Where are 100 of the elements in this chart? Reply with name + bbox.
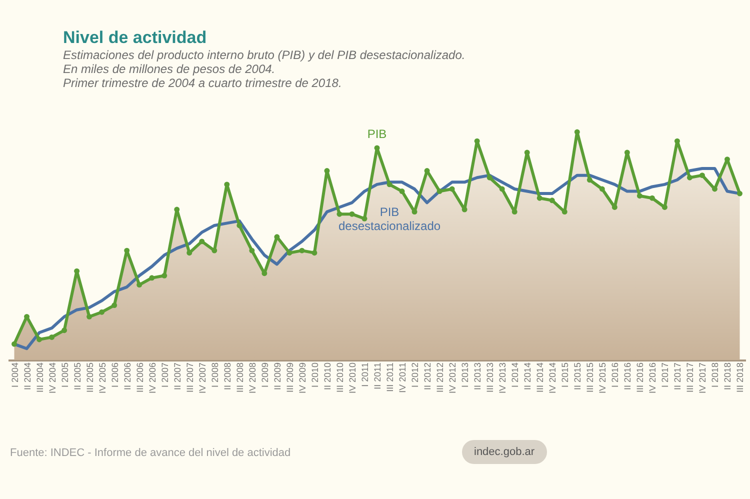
source-note: Fuente: INDEC - Informe de avance del nivel de actividad [10,447,291,459]
point [336,211,342,217]
text: indec.gob.ar [462,440,547,464]
x-tick-label: II 2009 [272,362,282,390]
x-tick-label: III 2014 [535,362,546,393]
x-tick-label: II 2018 [722,362,733,390]
x-tick-label: III 2010 [334,362,345,393]
point [536,195,542,201]
x-tick-label: IV 2012 [448,362,458,394]
point [599,186,605,192]
x-tick-label: II 2004 [22,362,32,390]
point [324,168,330,174]
x-tick-label: I 2008 [210,362,220,388]
point [499,186,505,192]
x-tick-label: IV 2008 [247,362,258,394]
x-tick-label: III 2007 [184,362,195,393]
point [162,272,168,278]
x-tick-label: I 2010 [310,362,320,388]
x-tick-label: IV 2004 [47,362,58,394]
point [474,138,480,144]
point [649,195,655,201]
point [524,150,530,156]
x-tick-label: IV 2016 [648,362,658,394]
point [236,222,242,228]
x-tick-label: I 2006 [110,362,120,388]
point [199,238,205,244]
chart-subtitle: Estimaciones del producto interno bruto (PIB) y del PIB desestacionalizado. En miles de millones de pesos de 2004. Primer trimestre de 2004 a cuarto trimestre de 2018. [63,48,466,90]
point [362,216,368,222]
x-tick-label: IV 2006 [147,362,158,394]
x-tick-label: III 2008 [234,362,245,393]
x-tick-label: III 2004 [34,362,45,393]
x-tick-label: I 2016 [610,362,620,388]
x-tick-label: IV 2011 [398,362,408,393]
point [312,250,318,256]
point [49,334,55,340]
x-tick-label: IV 2015 [598,362,608,394]
x-tick-label: IV 2009 [297,362,308,394]
x-tick-label: I 2018 [710,362,720,388]
x-tick-label: I 2011 [360,362,370,387]
point [586,177,592,183]
x-tick-label: I 2014 [510,362,520,388]
point [712,186,718,192]
x-tick-label: II 2016 [622,362,633,390]
x-tick-label: I 2013 [460,362,470,388]
point [99,309,105,315]
point [486,174,492,180]
point [136,282,142,288]
x-tick-label: II 2007 [172,362,182,390]
x-tick-label: II 2014 [522,362,533,390]
x-tick-label: I 2012 [410,362,420,388]
point [62,328,68,334]
x-tick-label: II 2005 [72,362,82,390]
x-tick-label: IV 2005 [97,362,108,394]
point [436,188,442,194]
x-tick-label: II 2006 [122,362,132,390]
point [112,302,118,308]
x-tick-label: III 2012 [435,362,446,393]
point [512,209,518,215]
x-tick-label: II 2013 [472,362,483,390]
point [36,336,42,342]
x-tick-label: III 2009 [284,362,295,393]
x-tick-label: I 2007 [160,362,170,388]
x-tick-label: IV 2010 [347,362,358,394]
point [686,174,692,180]
x-tick-label: III 2015 [585,362,596,393]
x-tick-label: III 2017 [685,362,696,393]
x-tick-label: I 2004 [10,362,20,388]
series-label: PIB [367,126,387,141]
point [662,204,668,210]
x-tick-label: II 2008 [222,362,232,390]
x-tick-label: I 2015 [560,362,570,388]
x-tick-label: IV 2007 [197,362,208,394]
series-label: PIB desestacionalizado [338,205,441,234]
x-tick-label: IV 2017 [698,362,708,394]
x-tick-label: I 2009 [260,362,270,388]
x-tick-label: IV 2013 [498,362,508,394]
x-tick-label: I 2017 [660,362,670,388]
x-tick-label: II 2011 [372,362,382,390]
x-tick-label: III 2016 [635,362,646,393]
point [549,198,555,204]
point [612,204,618,210]
x-tick-label: II 2010 [322,362,332,390]
point [699,172,705,178]
point [86,314,92,320]
x-tick-label: III 2013 [485,362,496,393]
chart-title: Nivel de actividad [63,28,207,47]
x-tick-label: II 2017 [672,362,683,390]
point [12,341,17,347]
x-tick-label: III 2018 [735,362,746,393]
point [449,186,455,192]
point [674,138,680,144]
x-tick-label: III 2011 [385,362,396,392]
point [562,209,568,215]
x-tick-label: I 2005 [60,362,70,388]
x-tick-label: III 2006 [134,362,145,393]
x-tick-label: II 2015 [572,362,583,390]
point [299,248,305,254]
point [149,275,155,281]
point [286,250,292,256]
x-tick-label: III 2005 [84,362,95,393]
